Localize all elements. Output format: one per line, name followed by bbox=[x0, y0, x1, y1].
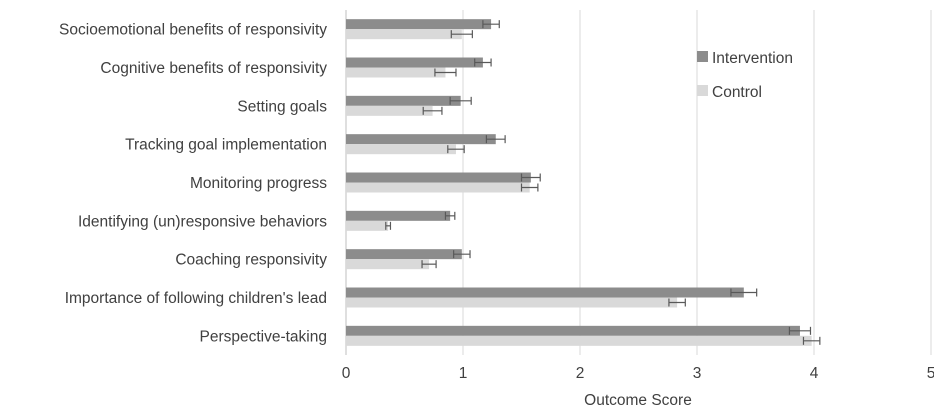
category-labels: Socioemotional benefits of responsivity C… bbox=[59, 22, 327, 346]
error-bar bbox=[449, 96, 472, 105]
x-tick-labels: 0 1 2 3 4 5 bbox=[342, 365, 934, 382]
bar-control bbox=[346, 220, 389, 231]
bars bbox=[346, 19, 812, 346]
bar-intervention bbox=[346, 249, 462, 260]
bar-intervention bbox=[346, 172, 531, 183]
bar-intervention bbox=[346, 210, 451, 221]
error-bar bbox=[474, 58, 492, 67]
bar-intervention bbox=[346, 325, 800, 336]
error-bar bbox=[520, 173, 541, 182]
legend-label-intervention: Intervention bbox=[712, 50, 793, 67]
error-bar bbox=[520, 183, 539, 192]
bar-control bbox=[346, 29, 462, 40]
error-bars bbox=[385, 20, 821, 345]
error-bar bbox=[385, 221, 392, 230]
x-axis-title: Outcome Score bbox=[584, 392, 692, 409]
bar-control bbox=[346, 259, 430, 270]
bar-control bbox=[346, 144, 456, 155]
x-tick-label: 2 bbox=[576, 365, 585, 382]
x-tick-label: 5 bbox=[927, 365, 934, 382]
bar-intervention bbox=[346, 57, 483, 68]
error-bar bbox=[485, 135, 506, 144]
x-tick-label: 1 bbox=[459, 365, 468, 382]
error-bar bbox=[434, 68, 457, 77]
error-bar bbox=[450, 30, 473, 39]
bar-control bbox=[346, 67, 446, 78]
bar-intervention bbox=[346, 95, 461, 106]
bar-control bbox=[346, 335, 812, 346]
error-bar bbox=[447, 145, 465, 154]
error-bar bbox=[422, 106, 443, 115]
x-tick-label: 3 bbox=[693, 365, 702, 382]
category-label: Socioemotional benefits of responsivity bbox=[59, 22, 327, 39]
category-label: Identifying (un)responsive behaviors bbox=[78, 213, 327, 230]
error-bar bbox=[668, 298, 686, 307]
bar-control bbox=[346, 182, 530, 193]
bar-control bbox=[346, 105, 433, 116]
x-tick-label: 4 bbox=[810, 365, 819, 382]
legend-label-control: Control bbox=[712, 84, 762, 101]
error-bar bbox=[802, 336, 821, 345]
bar-intervention bbox=[346, 134, 496, 145]
error-bar bbox=[788, 326, 812, 335]
category-label: Setting goals bbox=[237, 98, 327, 115]
category-label: Cognitive benefits of responsivity bbox=[100, 60, 327, 77]
category-label: Tracking goal implementation bbox=[125, 137, 327, 154]
category-label: Importance of following children's lead bbox=[65, 290, 327, 307]
error-bar bbox=[444, 211, 456, 220]
category-label: Coaching responsivity bbox=[175, 252, 327, 269]
bar-intervention bbox=[346, 19, 492, 30]
legend-swatch-intervention bbox=[697, 51, 708, 62]
error-bar bbox=[453, 250, 471, 259]
category-label: Perspective-taking bbox=[199, 328, 327, 345]
error-bar bbox=[421, 260, 437, 269]
x-tick-label: 0 bbox=[342, 365, 351, 382]
error-bar bbox=[482, 20, 500, 29]
bar-control bbox=[346, 297, 678, 308]
legend: Intervention Control bbox=[697, 50, 793, 101]
bar-intervention bbox=[346, 287, 744, 298]
category-label: Monitoring progress bbox=[190, 175, 327, 192]
error-bar bbox=[730, 288, 758, 297]
legend-swatch-control bbox=[697, 85, 708, 96]
